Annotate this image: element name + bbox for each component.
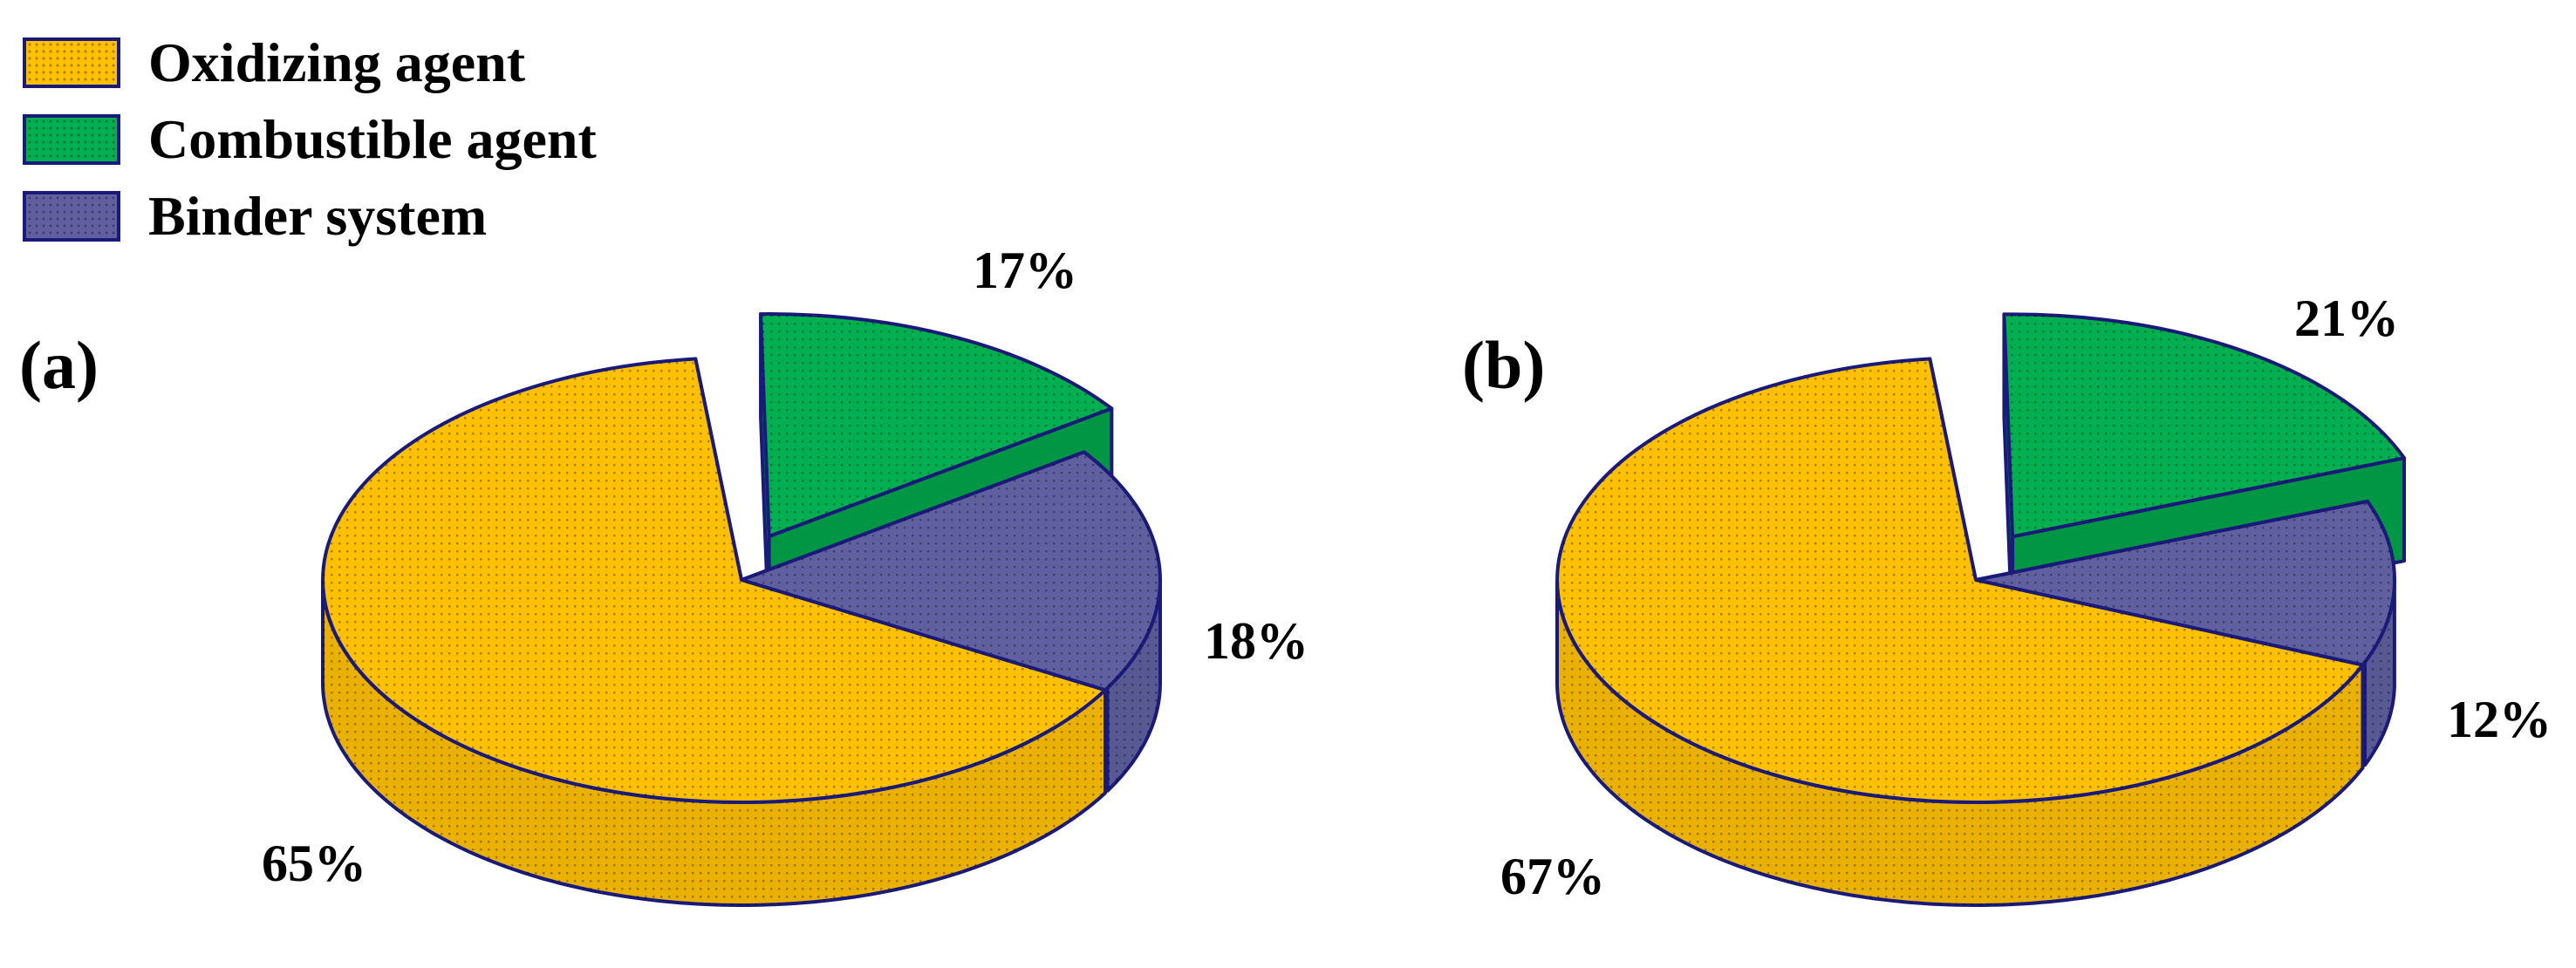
legend-item-oxidizing: Oxidizing agent: [23, 24, 597, 101]
pie-side-texture: [1557, 582, 2363, 905]
legend: Oxidizing agent Combustible agent Binder…: [23, 24, 597, 255]
value-label-combustible-agent-a: 17%: [973, 242, 1077, 299]
pie-slice-oxidizing-agent-a: [321, 357, 1107, 907]
legend-item-combustible: Combustible agent: [23, 101, 597, 178]
panel-label-b: (b): [1462, 327, 1546, 403]
value-label-oxidizing-agent-a: 65%: [262, 835, 366, 892]
pie-side-texture: [323, 580, 1105, 905]
value-label-oxidizing-agent-b: 67%: [1500, 848, 1605, 905]
pie-top-texture: [2004, 314, 2404, 537]
value-label-combustible-agent-b: 21%: [2294, 290, 2399, 347]
legend-swatch-combustible: [23, 114, 120, 165]
pie-slice-oxidizing-agent-b: [1555, 357, 2365, 907]
pie-top-texture: [323, 358, 1105, 802]
pie-side-texture: [1107, 581, 1160, 791]
legend-item-binder: Binder system: [23, 178, 597, 255]
pie-top-texture: [741, 452, 1160, 691]
pie-chart-a: 65% 17% 18%: [262, 242, 1308, 907]
legend-swatch-oxidizing: [23, 37, 120, 88]
legend-label-binder: Binder system: [148, 185, 488, 247]
pie-top-texture: [1557, 358, 2363, 802]
value-label-binder-system-a: 18%: [1204, 612, 1308, 670]
pie-top-texture: [1976, 501, 2395, 665]
value-label-binder-system-b: 12%: [2447, 691, 2552, 748]
pie-top-texture: [761, 314, 1112, 537]
legend-swatch-binder: [23, 191, 120, 242]
legend-label-combustible: Combustible agent: [148, 108, 597, 170]
pie-chart-b: 67% 21% 12%: [1500, 290, 2552, 907]
panel-label-a: (a): [19, 327, 99, 403]
legend-label-oxidizing: Oxidizing agent: [148, 31, 526, 93]
pie-side-texture: [2365, 583, 2395, 766]
